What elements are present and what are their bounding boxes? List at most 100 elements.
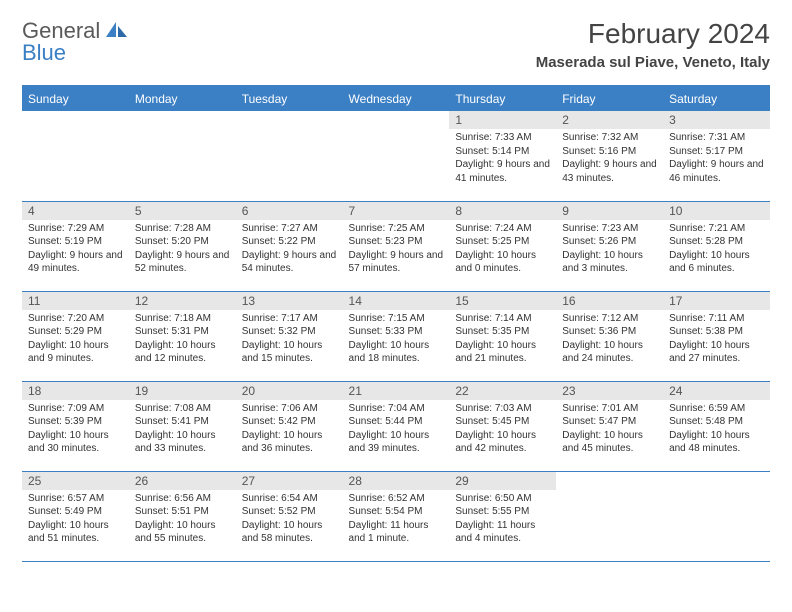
- location: Maserada sul Piave, Veneto, Italy: [536, 54, 770, 71]
- day-header-wednesday: Wednesday: [343, 86, 450, 111]
- week-row: 11Sunrise: 7:20 AMSunset: 5:29 PMDayligh…: [22, 291, 770, 381]
- day-details: Sunrise: 7:23 AMSunset: 5:26 PMDaylight:…: [556, 220, 663, 280]
- day-cell: 17Sunrise: 7:11 AMSunset: 5:38 PMDayligh…: [663, 291, 770, 381]
- day-header-friday: Friday: [556, 86, 663, 111]
- day-header-tuesday: Tuesday: [236, 86, 343, 111]
- day-number: 3: [663, 111, 770, 129]
- day-cell: [663, 471, 770, 561]
- day-cell: [129, 111, 236, 201]
- day-cell: 4Sunrise: 7:29 AMSunset: 5:19 PMDaylight…: [22, 201, 129, 291]
- day-cell: 7Sunrise: 7:25 AMSunset: 5:23 PMDaylight…: [343, 201, 450, 291]
- day-cell: 27Sunrise: 6:54 AMSunset: 5:52 PMDayligh…: [236, 471, 343, 561]
- day-cell: 16Sunrise: 7:12 AMSunset: 5:36 PMDayligh…: [556, 291, 663, 381]
- logo-text-blue: Blue: [22, 40, 66, 65]
- day-number: 12: [129, 292, 236, 310]
- week-row: 25Sunrise: 6:57 AMSunset: 5:49 PMDayligh…: [22, 471, 770, 561]
- day-cell: 13Sunrise: 7:17 AMSunset: 5:32 PMDayligh…: [236, 291, 343, 381]
- day-details: Sunrise: 6:57 AMSunset: 5:49 PMDaylight:…: [22, 490, 129, 550]
- day-header-monday: Monday: [129, 86, 236, 111]
- day-details: Sunrise: 7:14 AMSunset: 5:35 PMDaylight:…: [449, 310, 556, 370]
- day-details: Sunrise: 7:25 AMSunset: 5:23 PMDaylight:…: [343, 220, 450, 280]
- day-details: Sunrise: 7:04 AMSunset: 5:44 PMDaylight:…: [343, 400, 450, 460]
- day-details: Sunrise: 7:08 AMSunset: 5:41 PMDaylight:…: [129, 400, 236, 460]
- day-number: 4: [22, 202, 129, 220]
- day-cell: 2Sunrise: 7:32 AMSunset: 5:16 PMDaylight…: [556, 111, 663, 201]
- day-cell: 29Sunrise: 6:50 AMSunset: 5:55 PMDayligh…: [449, 471, 556, 561]
- day-number: 5: [129, 202, 236, 220]
- day-number: 10: [663, 202, 770, 220]
- day-cell: 18Sunrise: 7:09 AMSunset: 5:39 PMDayligh…: [22, 381, 129, 471]
- day-details: Sunrise: 7:33 AMSunset: 5:14 PMDaylight:…: [449, 129, 556, 189]
- day-cell: 14Sunrise: 7:15 AMSunset: 5:33 PMDayligh…: [343, 291, 450, 381]
- day-number: 28: [343, 472, 450, 490]
- day-number: 16: [556, 292, 663, 310]
- day-header-saturday: Saturday: [663, 86, 770, 111]
- day-cell: [236, 111, 343, 201]
- day-cell: 19Sunrise: 7:08 AMSunset: 5:41 PMDayligh…: [129, 381, 236, 471]
- calendar-body: 1Sunrise: 7:33 AMSunset: 5:14 PMDaylight…: [22, 111, 770, 561]
- day-cell: 1Sunrise: 7:33 AMSunset: 5:14 PMDaylight…: [449, 111, 556, 201]
- day-details: Sunrise: 7:01 AMSunset: 5:47 PMDaylight:…: [556, 400, 663, 460]
- day-number: 6: [236, 202, 343, 220]
- day-details: Sunrise: 7:28 AMSunset: 5:20 PMDaylight:…: [129, 220, 236, 280]
- day-details: Sunrise: 7:27 AMSunset: 5:22 PMDaylight:…: [236, 220, 343, 280]
- day-number: 20: [236, 382, 343, 400]
- day-number: 14: [343, 292, 450, 310]
- day-details: Sunrise: 6:54 AMSunset: 5:52 PMDaylight:…: [236, 490, 343, 550]
- day-number: 1: [449, 111, 556, 129]
- day-details: Sunrise: 7:31 AMSunset: 5:17 PMDaylight:…: [663, 129, 770, 189]
- day-number: 13: [236, 292, 343, 310]
- day-header-sunday: Sunday: [22, 86, 129, 111]
- day-details: Sunrise: 6:56 AMSunset: 5:51 PMDaylight:…: [129, 490, 236, 550]
- day-cell: 28Sunrise: 6:52 AMSunset: 5:54 PMDayligh…: [343, 471, 450, 561]
- day-number: 21: [343, 382, 450, 400]
- week-row: 4Sunrise: 7:29 AMSunset: 5:19 PMDaylight…: [22, 201, 770, 291]
- day-header-row: SundayMondayTuesdayWednesdayThursdayFrid…: [22, 86, 770, 111]
- day-cell: 22Sunrise: 7:03 AMSunset: 5:45 PMDayligh…: [449, 381, 556, 471]
- day-number: 22: [449, 382, 556, 400]
- day-details: Sunrise: 7:12 AMSunset: 5:36 PMDaylight:…: [556, 310, 663, 370]
- day-cell: 26Sunrise: 6:56 AMSunset: 5:51 PMDayligh…: [129, 471, 236, 561]
- day-details: Sunrise: 7:18 AMSunset: 5:31 PMDaylight:…: [129, 310, 236, 370]
- day-details: Sunrise: 7:21 AMSunset: 5:28 PMDaylight:…: [663, 220, 770, 280]
- day-number: 2: [556, 111, 663, 129]
- day-cell: 10Sunrise: 7:21 AMSunset: 5:28 PMDayligh…: [663, 201, 770, 291]
- logo-sail-icon: [106, 20, 128, 43]
- day-cell: 8Sunrise: 7:24 AMSunset: 5:25 PMDaylight…: [449, 201, 556, 291]
- day-details: Sunrise: 6:50 AMSunset: 5:55 PMDaylight:…: [449, 490, 556, 550]
- day-number: 7: [343, 202, 450, 220]
- day-number: 23: [556, 382, 663, 400]
- day-cell: 20Sunrise: 7:06 AMSunset: 5:42 PMDayligh…: [236, 381, 343, 471]
- day-cell: [22, 111, 129, 201]
- day-number: 25: [22, 472, 129, 490]
- day-details: Sunrise: 7:29 AMSunset: 5:19 PMDaylight:…: [22, 220, 129, 280]
- day-details: Sunrise: 7:24 AMSunset: 5:25 PMDaylight:…: [449, 220, 556, 280]
- day-details: Sunrise: 7:32 AMSunset: 5:16 PMDaylight:…: [556, 129, 663, 189]
- day-cell: 15Sunrise: 7:14 AMSunset: 5:35 PMDayligh…: [449, 291, 556, 381]
- day-number: 11: [22, 292, 129, 310]
- day-number: 26: [129, 472, 236, 490]
- day-cell: 6Sunrise: 7:27 AMSunset: 5:22 PMDaylight…: [236, 201, 343, 291]
- day-details: Sunrise: 7:17 AMSunset: 5:32 PMDaylight:…: [236, 310, 343, 370]
- day-cell: 21Sunrise: 7:04 AMSunset: 5:44 PMDayligh…: [343, 381, 450, 471]
- day-cell: 12Sunrise: 7:18 AMSunset: 5:31 PMDayligh…: [129, 291, 236, 381]
- day-number: 17: [663, 292, 770, 310]
- day-cell: 23Sunrise: 7:01 AMSunset: 5:47 PMDayligh…: [556, 381, 663, 471]
- day-number: 15: [449, 292, 556, 310]
- day-number: 9: [556, 202, 663, 220]
- day-cell: [556, 471, 663, 561]
- day-number: 19: [129, 382, 236, 400]
- day-number: 27: [236, 472, 343, 490]
- month-title: February 2024: [536, 18, 770, 50]
- day-cell: 11Sunrise: 7:20 AMSunset: 5:29 PMDayligh…: [22, 291, 129, 381]
- day-details: Sunrise: 7:06 AMSunset: 5:42 PMDaylight:…: [236, 400, 343, 460]
- day-cell: 3Sunrise: 7:31 AMSunset: 5:17 PMDaylight…: [663, 111, 770, 201]
- week-row: 18Sunrise: 7:09 AMSunset: 5:39 PMDayligh…: [22, 381, 770, 471]
- day-number: 8: [449, 202, 556, 220]
- day-cell: [343, 111, 450, 201]
- day-details: Sunrise: 7:09 AMSunset: 5:39 PMDaylight:…: [22, 400, 129, 460]
- week-row: 1Sunrise: 7:33 AMSunset: 5:14 PMDaylight…: [22, 111, 770, 201]
- day-cell: 24Sunrise: 6:59 AMSunset: 5:48 PMDayligh…: [663, 381, 770, 471]
- day-number: 18: [22, 382, 129, 400]
- calendar-table: SundayMondayTuesdayWednesdayThursdayFrid…: [22, 85, 770, 562]
